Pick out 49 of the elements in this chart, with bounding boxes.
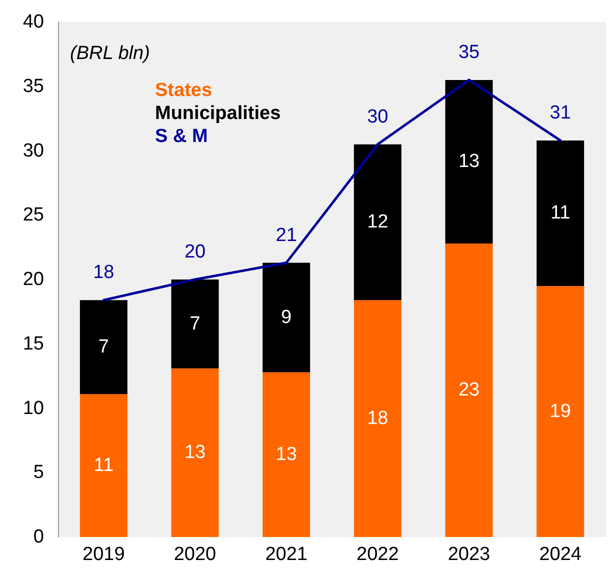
bar xyxy=(171,368,219,537)
data-label: 7 xyxy=(190,313,200,334)
y-tick-label: 20 xyxy=(22,269,44,290)
data-label: 21 xyxy=(276,224,297,246)
data-label: 13 xyxy=(184,442,206,464)
data-label: 18 xyxy=(367,408,388,430)
data-label: 7 xyxy=(98,336,109,358)
bar xyxy=(80,300,128,394)
bar xyxy=(80,394,128,537)
x-tick-label: 2019 xyxy=(82,544,125,565)
bar xyxy=(262,372,310,537)
data-label: 12 xyxy=(367,212,388,233)
data-label: 9 xyxy=(281,306,292,328)
data-label: 11 xyxy=(94,455,114,476)
bar xyxy=(445,80,493,244)
text: States xyxy=(155,80,212,101)
y-tick-label: 30 xyxy=(22,140,44,162)
y-tick-label: 5 xyxy=(33,462,44,484)
bar xyxy=(445,243,493,537)
bar xyxy=(536,286,584,537)
data-label: 13 xyxy=(458,151,480,172)
data-label: 31 xyxy=(550,102,571,124)
x-tick-label: 2024 xyxy=(539,544,582,565)
annotation: (BRL bln) xyxy=(70,43,150,64)
x-tick-label: 2023 xyxy=(448,544,490,565)
y-tick-label: 10 xyxy=(22,398,44,419)
bar xyxy=(262,262,310,372)
data-label: 18 xyxy=(93,262,114,284)
bar xyxy=(354,144,402,300)
y-tick-label: 40 xyxy=(22,12,44,32)
data-label: 19 xyxy=(550,400,571,422)
data-label: 13 xyxy=(276,444,297,466)
x-tick-label: 2020 xyxy=(174,544,216,565)
y-tick-label: 15 xyxy=(22,333,44,354)
y-tick-label: 0 xyxy=(33,526,44,548)
data-label: 30 xyxy=(367,106,388,128)
y-tick-label: 35 xyxy=(22,76,44,97)
data-label: 23 xyxy=(458,380,480,401)
bar xyxy=(536,140,584,286)
data-label: 20 xyxy=(184,242,206,262)
text: S & M xyxy=(155,126,208,147)
bar xyxy=(354,300,402,537)
bar xyxy=(171,280,219,368)
data-label: 11 xyxy=(550,202,570,224)
x-tick-label: 2022 xyxy=(356,544,399,565)
text: Municipalities xyxy=(155,103,281,124)
y-tick-label: 25 xyxy=(22,204,44,226)
data-label: 35 xyxy=(458,42,480,63)
x-tick-label: 2021 xyxy=(265,544,308,565)
